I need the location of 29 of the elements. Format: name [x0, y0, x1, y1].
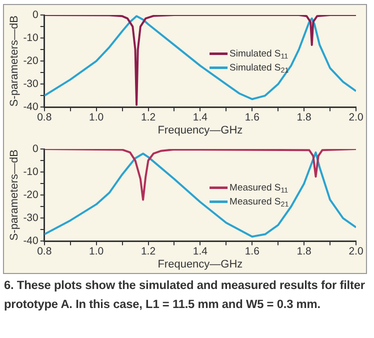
y-axis-title: S-parameters—dB	[8, 150, 21, 241]
x-tick-label: 1.8	[296, 111, 312, 124]
x-tick-label: 1.6	[244, 245, 260, 258]
x-axis-title: Frequency—GHz	[158, 124, 243, 136]
y-tick-label: -20	[23, 54, 39, 67]
x-axis-title: Frequency—GHz	[158, 258, 243, 270]
y-tick-label: 0	[32, 8, 39, 21]
x-tick-label: 1.8	[296, 245, 312, 258]
x-tick-label: 2.0	[348, 245, 364, 258]
x-tick-label: 1.6	[244, 111, 260, 124]
y-tick-label: -30	[23, 78, 39, 90]
x-tick-label: 1.0	[89, 111, 104, 124]
x-tick-label: 1.4	[192, 111, 208, 124]
y-tick-label: -10	[23, 32, 39, 44]
x-tick-label: 1.2	[140, 111, 156, 124]
x-tick-label: 1.2	[140, 245, 156, 258]
y-axis-title: S-parameters—dB	[8, 16, 21, 107]
y-tick-label: -40	[23, 235, 39, 248]
y-tick-label: 0	[32, 142, 39, 155]
y-tick-label: -20	[23, 188, 39, 201]
x-tick-label: 0.8	[37, 245, 52, 258]
x-tick-label: 2.0	[348, 111, 364, 124]
y-tick-label: -40	[23, 101, 39, 114]
text: 6. These plots show the simulated and measured results for filter prototype A. In this case, L1 = 11.5 mm and W5 = 0.3 mm.	[4, 277, 366, 313]
x-tick-label: 1.4	[192, 245, 208, 258]
x-tick-label: 1.0	[89, 245, 104, 258]
x-tick-label: 0.8	[37, 111, 52, 124]
y-tick-label: -30	[23, 212, 39, 224]
y-tick-label: -10	[23, 166, 39, 178]
